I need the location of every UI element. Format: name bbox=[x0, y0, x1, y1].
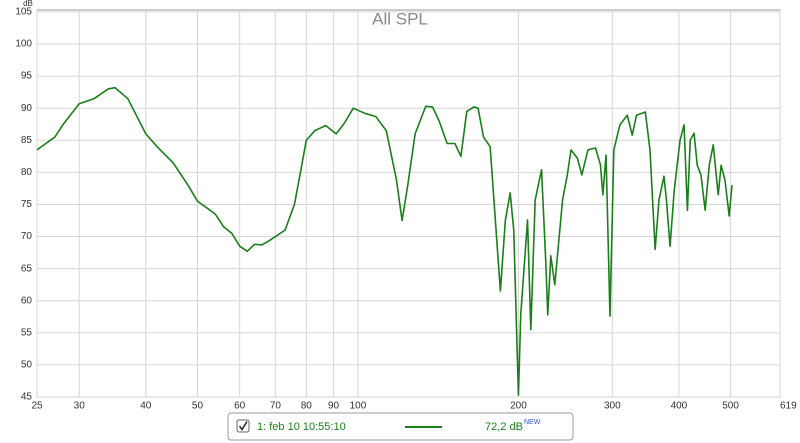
y-tick-label: 60 bbox=[21, 295, 33, 306]
y-tick-label: 65 bbox=[21, 263, 33, 274]
checkbox-tick bbox=[238, 421, 248, 431]
x-tick-label: 40 bbox=[140, 401, 152, 412]
plot-area bbox=[36, 9, 781, 398]
legend-badge: NEW bbox=[524, 419, 541, 426]
x-tick-label: 300 bbox=[604, 401, 621, 412]
legend-value: 72,2 dB bbox=[485, 421, 523, 433]
y-tick-label: 90 bbox=[21, 103, 33, 114]
x-tick-label: 60 bbox=[234, 401, 246, 412]
x-tick-label: 500 bbox=[722, 401, 739, 412]
y-tick-label: 45 bbox=[21, 392, 33, 403]
y-tick-label: 75 bbox=[21, 199, 33, 210]
y-tick-label: 105 bbox=[15, 7, 32, 18]
x-tick-label: 400 bbox=[671, 401, 688, 412]
chart-title: All SPL bbox=[372, 9, 428, 28]
x-tick-label: 50 bbox=[192, 401, 204, 412]
x-tick-label: 100 bbox=[350, 401, 367, 412]
x-tick-label: 90 bbox=[328, 401, 340, 412]
legend-label: 1: feb 10 10:55:10 bbox=[257, 421, 346, 433]
x-tick-label: 619 Hz bbox=[780, 401, 800, 412]
y-tick-label: 70 bbox=[21, 231, 33, 242]
y-tick-label: 55 bbox=[21, 327, 33, 338]
x-tick-label: 30 bbox=[74, 401, 86, 412]
y-tick-label: 85 bbox=[21, 135, 33, 146]
x-tick-label: 70 bbox=[270, 401, 282, 412]
x-tick-label: 80 bbox=[301, 401, 313, 412]
y-tick-label: 95 bbox=[21, 71, 33, 82]
legend bbox=[227, 412, 574, 441]
x-tick-label: 25 bbox=[31, 401, 43, 412]
y-tick-label: 50 bbox=[21, 360, 33, 371]
y-tick-label: 100 bbox=[15, 39, 32, 50]
y-unit: dB bbox=[23, 0, 33, 8]
y-tick-label: 80 bbox=[21, 167, 33, 178]
spl-line bbox=[36, 86, 733, 396]
x-tick-label: 200 bbox=[510, 401, 527, 412]
